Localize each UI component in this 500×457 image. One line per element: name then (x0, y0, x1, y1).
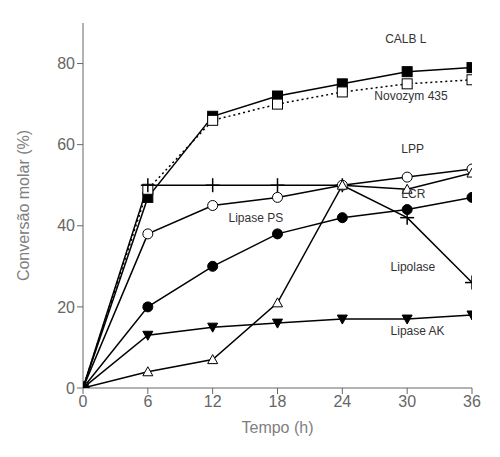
svg-text:CALB L: CALB L (385, 32, 427, 46)
svg-text:30: 30 (398, 393, 416, 410)
svg-text:18: 18 (269, 393, 287, 410)
svg-text:Lipolase: Lipolase (391, 260, 436, 274)
svg-text:36: 36 (463, 393, 481, 410)
svg-text:60: 60 (57, 136, 75, 153)
svg-text:Conversão molar (%): Conversão molar (%) (15, 130, 32, 281)
svg-text:12: 12 (204, 393, 222, 410)
svg-text:Novozym 435: Novozym 435 (374, 89, 448, 103)
svg-text:Lipase AK: Lipase AK (391, 324, 445, 338)
svg-text:0: 0 (79, 393, 88, 410)
svg-text:0: 0 (66, 380, 75, 397)
svg-text:Lipase PS: Lipase PS (228, 211, 283, 225)
svg-text:40: 40 (57, 217, 75, 234)
svg-text:Tempo (h): Tempo (h) (241, 419, 313, 436)
svg-text:6: 6 (143, 393, 152, 410)
svg-text:20: 20 (57, 299, 75, 316)
svg-text:80: 80 (57, 55, 75, 72)
svg-text:24: 24 (333, 393, 351, 410)
svg-text:LCR: LCR (401, 187, 425, 201)
svg-text:LPP: LPP (401, 142, 424, 156)
